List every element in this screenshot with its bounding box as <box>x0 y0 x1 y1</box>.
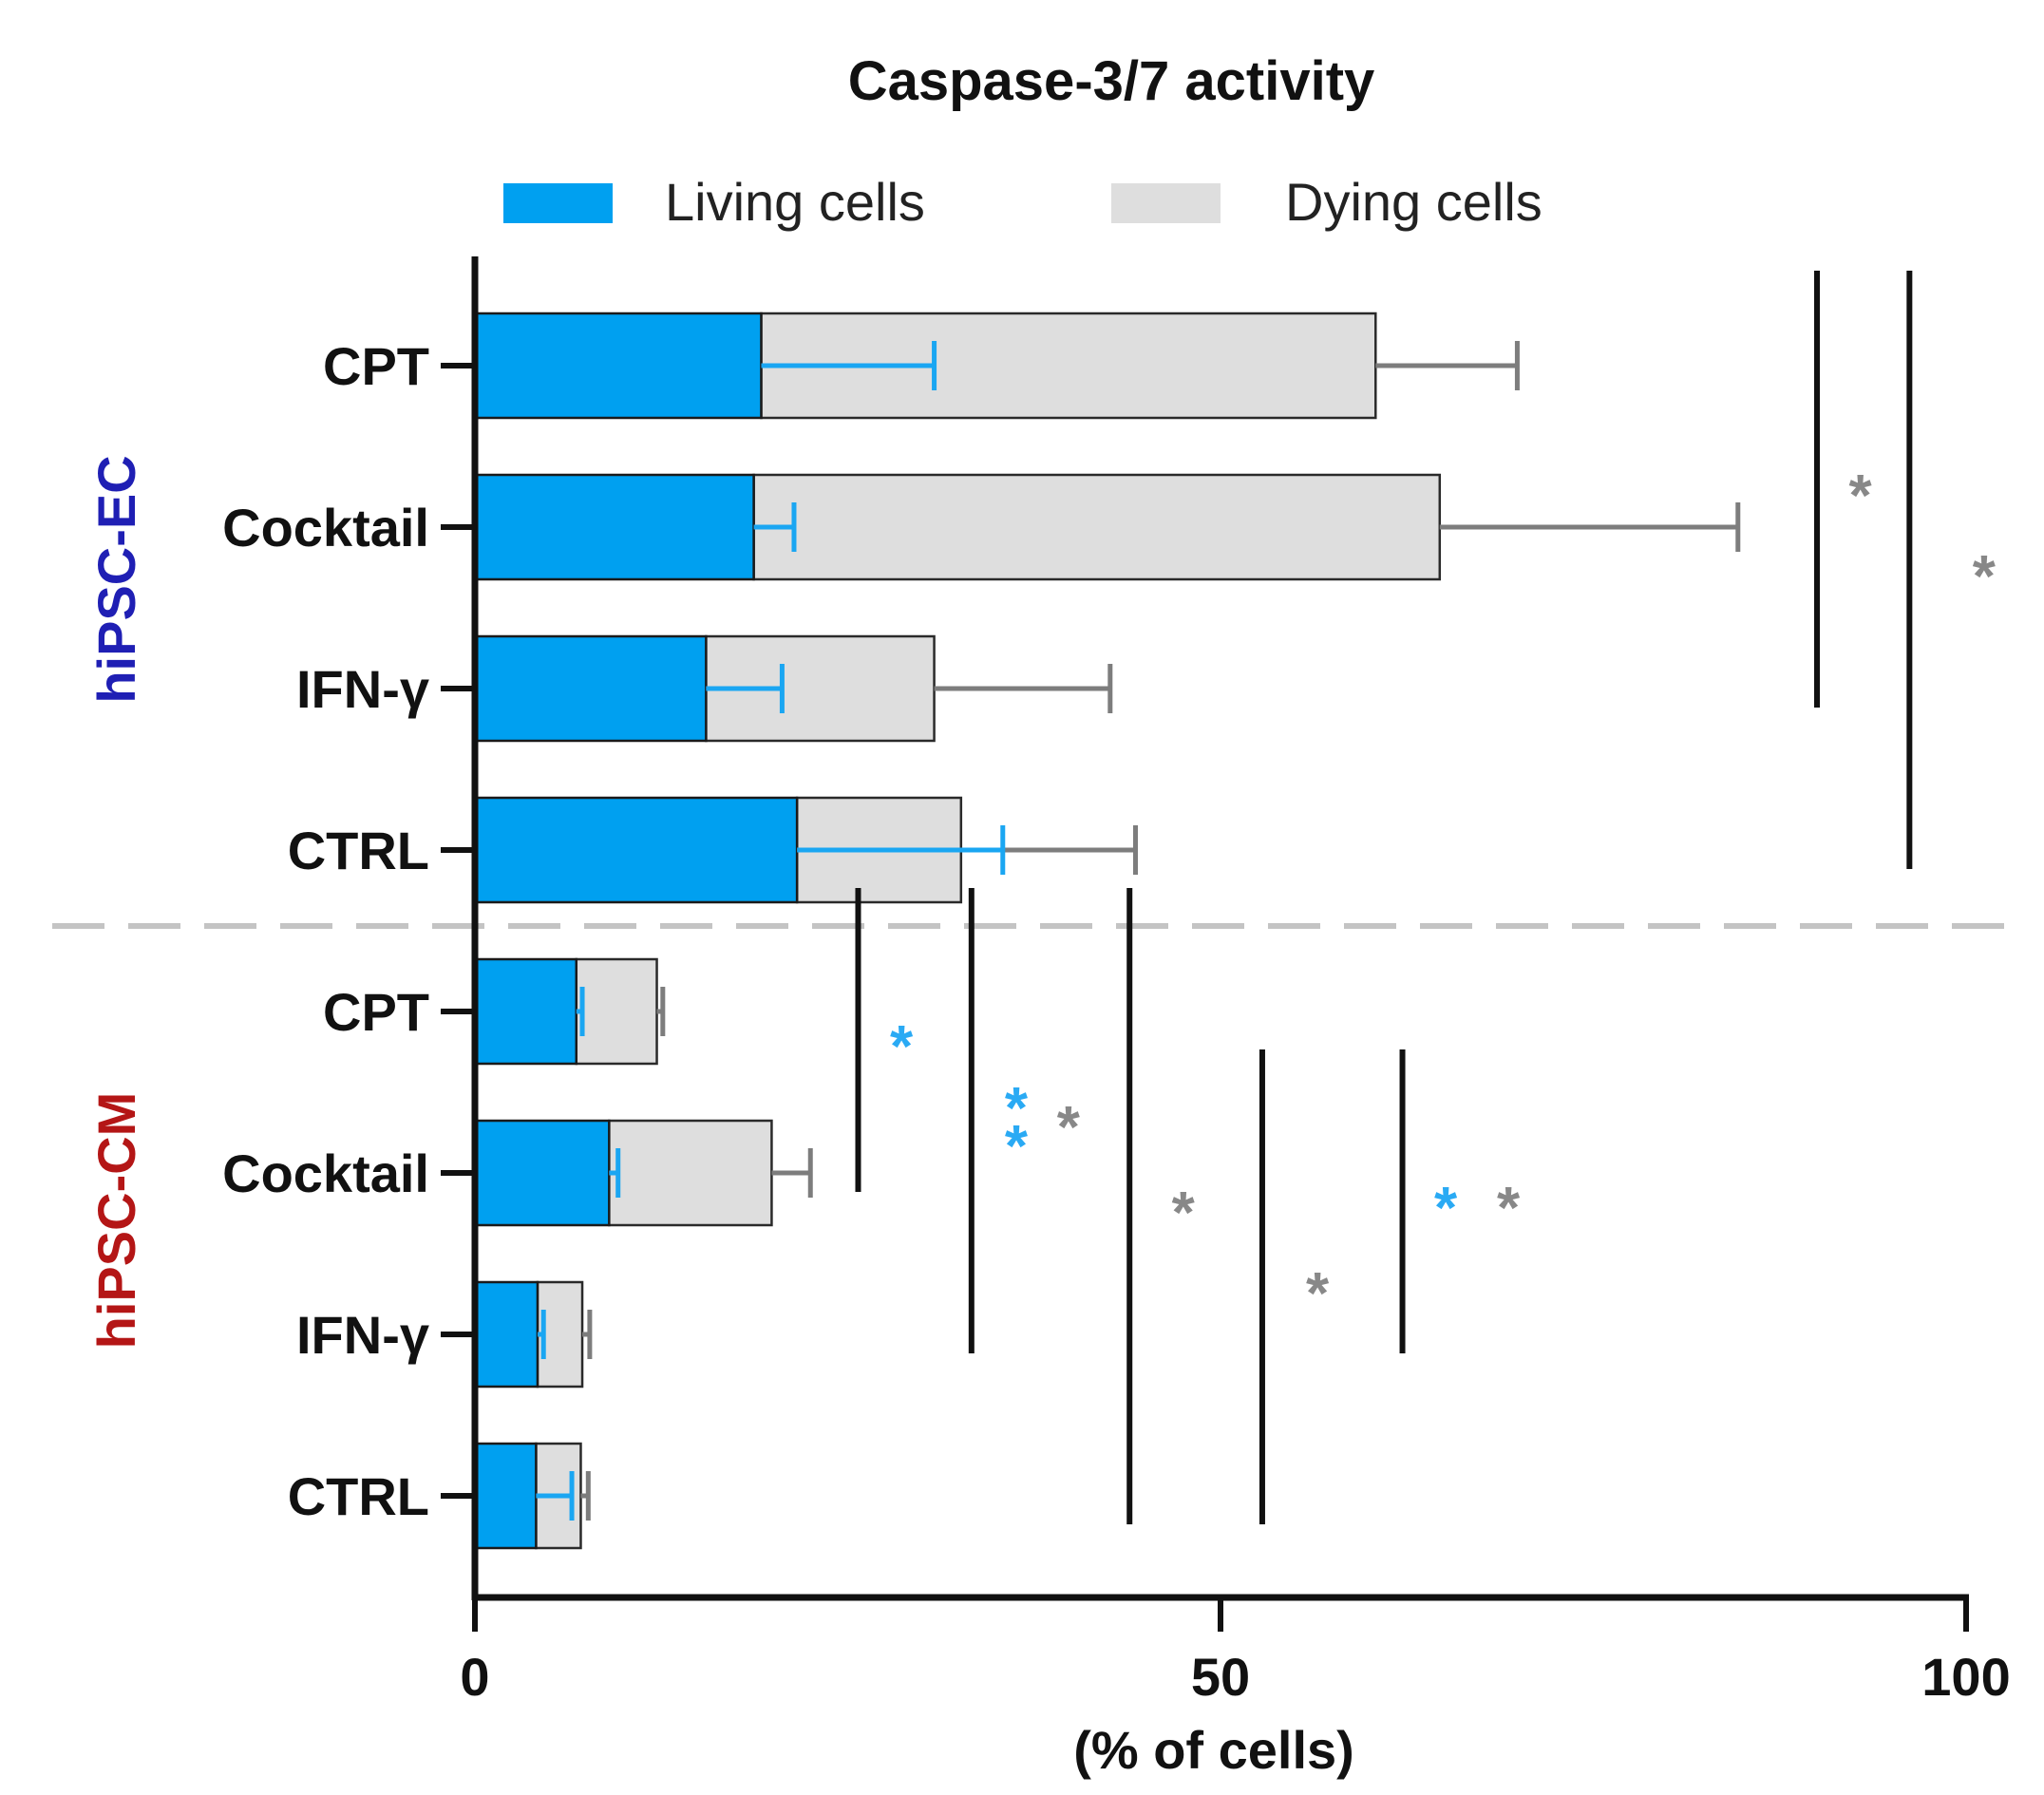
bar-dying-5 <box>608 1119 773 1227</box>
chart-title: Caspase-3/7 activity <box>848 50 1375 112</box>
bar-living-7 <box>473 1442 538 1550</box>
x-axis-label: (% of cells) <box>1073 1720 1354 1780</box>
bar-dying-4 <box>575 957 658 1066</box>
bar-living-2 <box>473 634 708 743</box>
y-tick-label-2: IFN-γ <box>296 659 429 719</box>
legend-label-living: Living cells <box>665 172 925 232</box>
group-label-ec: hiPSC-EC <box>86 455 146 703</box>
significance-mark-6-0: * <box>1434 1176 1458 1241</box>
axes: CPT Cocktail IFN-γ CTRL CPT Cocktail IFN-γ CTRL… <box>222 256 2011 1707</box>
y-tick-label-4: CPT <box>323 982 429 1042</box>
legend-swatch-dying <box>1111 183 1221 223</box>
y-tick-label-3: CTRL <box>288 821 429 880</box>
significance-mark-3-0-1: * <box>1005 1114 1029 1180</box>
significance-mark-3-0-0: * <box>1005 1076 1029 1142</box>
bar-dying-1 <box>752 473 1442 581</box>
plot-area: ***** **** * <box>473 271 1997 1550</box>
bar-living-1 <box>473 473 755 581</box>
significance-mark-6-1: * <box>1497 1176 1521 1241</box>
bar-living-4 <box>473 957 578 1066</box>
y-tick-label-1: Cocktail <box>222 498 429 557</box>
significance-mark-0-0: * <box>1848 463 1872 529</box>
bar-living-6 <box>473 1280 539 1389</box>
y-tick-label-6: IFN-γ <box>296 1305 429 1365</box>
legend-label-dying: Dying cells <box>1285 172 1542 232</box>
significance-mark-5-0: * <box>1306 1261 1330 1327</box>
x-tick-label-0: 0 <box>460 1647 489 1707</box>
significance-mark-4-0: * <box>1172 1181 1196 1246</box>
y-tick-label-5: Cocktail <box>222 1143 429 1203</box>
y-tick-label-7: CTRL <box>288 1466 429 1526</box>
x-tick-label-1: 50 <box>1191 1647 1250 1707</box>
bar-living-5 <box>473 1119 611 1227</box>
x-tick-label-2: 100 <box>1921 1647 2010 1707</box>
significance-mark-3-1: * <box>1057 1095 1081 1161</box>
bar-living-3 <box>473 796 799 904</box>
y-tick-label-0: CPT <box>323 336 429 396</box>
legend: Living cells Dying cells <box>503 172 1542 232</box>
bar-living-0 <box>473 312 763 420</box>
legend-swatch-living <box>503 183 613 223</box>
significance-mark-1-0: * <box>1973 544 1997 610</box>
group-label-cm: hiPSC-CM <box>86 1092 146 1350</box>
significance-mark-2-0: * <box>890 1014 914 1080</box>
